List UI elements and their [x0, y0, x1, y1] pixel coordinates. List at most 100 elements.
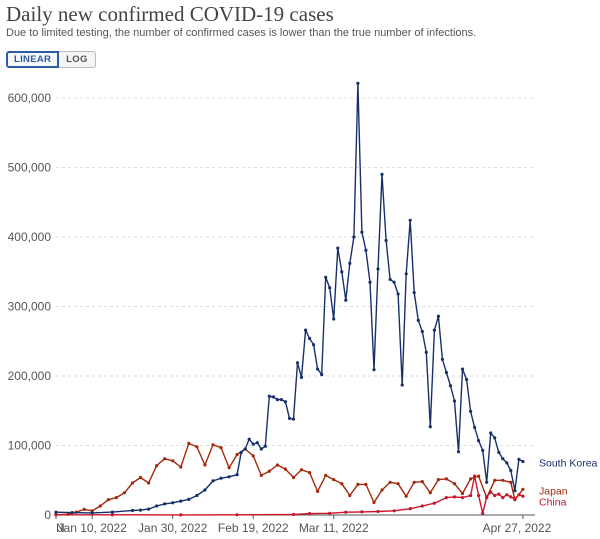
data-point-south-korea [283, 400, 287, 404]
chart-subtitle: Due to limited testing, the number of co… [6, 27, 477, 39]
data-point-south-korea [428, 425, 432, 429]
data-point-south-korea [444, 370, 448, 375]
data-point-south-korea [384, 238, 388, 243]
data-point-south-korea [267, 394, 271, 398]
data-point-south-korea [239, 450, 243, 454]
data-point-south-korea [219, 476, 223, 480]
data-point-japan [332, 478, 336, 482]
data-point-south-korea [380, 172, 384, 176]
data-point-south-korea [372, 368, 376, 372]
data-point-south-korea [163, 502, 167, 506]
x-tick-label: Jan 10, 2022 [58, 521, 128, 535]
data-point-japan [364, 482, 368, 486]
log-scale-button[interactable]: LOG [59, 51, 96, 68]
data-point-south-korea [420, 329, 424, 334]
data-point-china [328, 511, 332, 515]
data-point-south-korea [416, 318, 420, 322]
data-point-china [517, 493, 521, 497]
data-point-japan [267, 469, 271, 473]
data-point-south-korea [271, 395, 275, 399]
data-point-south-korea [408, 218, 412, 222]
data-point-japan [219, 446, 223, 450]
data-point-japan [469, 477, 473, 481]
axes: 0 100,000 200,000 300,000 400,000 500,000 600,… [8, 91, 552, 535]
data-point-japan [155, 464, 159, 468]
data-point-south-korea [155, 504, 159, 508]
y-tick-label: 500,000 [8, 161, 52, 175]
data-point-japan [509, 480, 513, 484]
data-point-south-korea [235, 473, 239, 477]
data-point-china [513, 497, 517, 501]
data-point-japan [122, 491, 126, 495]
data-point-japan [187, 441, 191, 445]
data-point-south-korea [473, 425, 477, 429]
data-point-japan [227, 466, 231, 470]
data-point-south-korea [70, 510, 74, 515]
y-tick-label: 300,000 [8, 300, 52, 314]
data-point-japan [404, 494, 408, 498]
data-point-china [432, 501, 436, 505]
data-point-japan [82, 507, 86, 511]
linear-scale-button[interactable]: LINEAR [6, 51, 60, 68]
data-point-south-korea [517, 457, 521, 461]
data-point-china [477, 493, 481, 498]
data-point-south-korea [299, 375, 304, 379]
data-point-japan [291, 475, 296, 480]
data-point-china [291, 512, 296, 517]
data-point-south-korea [328, 286, 332, 290]
y-tick-label: 200,000 [8, 369, 52, 383]
data-point-south-korea [259, 447, 263, 451]
data-point-japan [308, 471, 312, 475]
data-point-japan [275, 463, 279, 467]
data-point-south-korea [501, 457, 505, 461]
data-point-south-korea [432, 328, 436, 332]
data-point-china [408, 507, 412, 511]
data-point-japan [98, 504, 102, 508]
data-point-south-korea [465, 377, 469, 382]
data-point-south-korea [348, 261, 352, 265]
data-point-south-korea [456, 450, 461, 454]
data-point-south-korea [452, 399, 457, 403]
data-point-south-korea [448, 384, 453, 388]
data-point-south-korea [336, 246, 340, 250]
data-point-japan [283, 467, 287, 471]
data-point-china [54, 513, 58, 517]
data-point-south-korea [521, 459, 525, 464]
data-point-south-korea [440, 357, 444, 361]
data-point-south-korea [203, 488, 207, 492]
data-point-china [485, 495, 489, 499]
data-point-japan [171, 459, 175, 463]
y-tick-label: 100,000 [8, 439, 52, 453]
data-point-south-korea [340, 270, 344, 274]
data-point-south-korea [275, 398, 279, 402]
series-line-japan [55, 442, 524, 516]
data-point-south-korea [316, 367, 320, 371]
data-point-south-korea [171, 501, 175, 505]
scale-toggle: LINEAR LOG [6, 51, 96, 68]
data-point-japan [477, 474, 481, 478]
data-point-china [420, 504, 424, 508]
data-point-china [344, 510, 348, 514]
data-point-south-korea [251, 442, 255, 446]
data-point-japan [340, 482, 344, 486]
data-point-japan [388, 480, 392, 484]
x-tick-label: Mar 11, 2022 [299, 521, 369, 535]
data-point-south-korea [356, 81, 360, 85]
data-point-japan [130, 481, 135, 485]
data-point-japan [460, 491, 465, 496]
data-point-china [360, 510, 364, 514]
gridlines [56, 97, 535, 446]
data-point-japan [444, 477, 448, 481]
data-point-south-korea [138, 508, 143, 512]
data-point-south-korea [460, 367, 465, 371]
data-point-south-korea [255, 441, 259, 445]
data-point-china [444, 496, 448, 500]
data-point-japan [114, 496, 118, 500]
data-point-japan [436, 478, 440, 482]
data-point-south-korea [110, 510, 114, 514]
data-point-south-korea [412, 291, 416, 295]
series-label-japan: Japan [539, 485, 568, 497]
data-point-japan [106, 498, 110, 502]
data-point-china [481, 511, 485, 515]
